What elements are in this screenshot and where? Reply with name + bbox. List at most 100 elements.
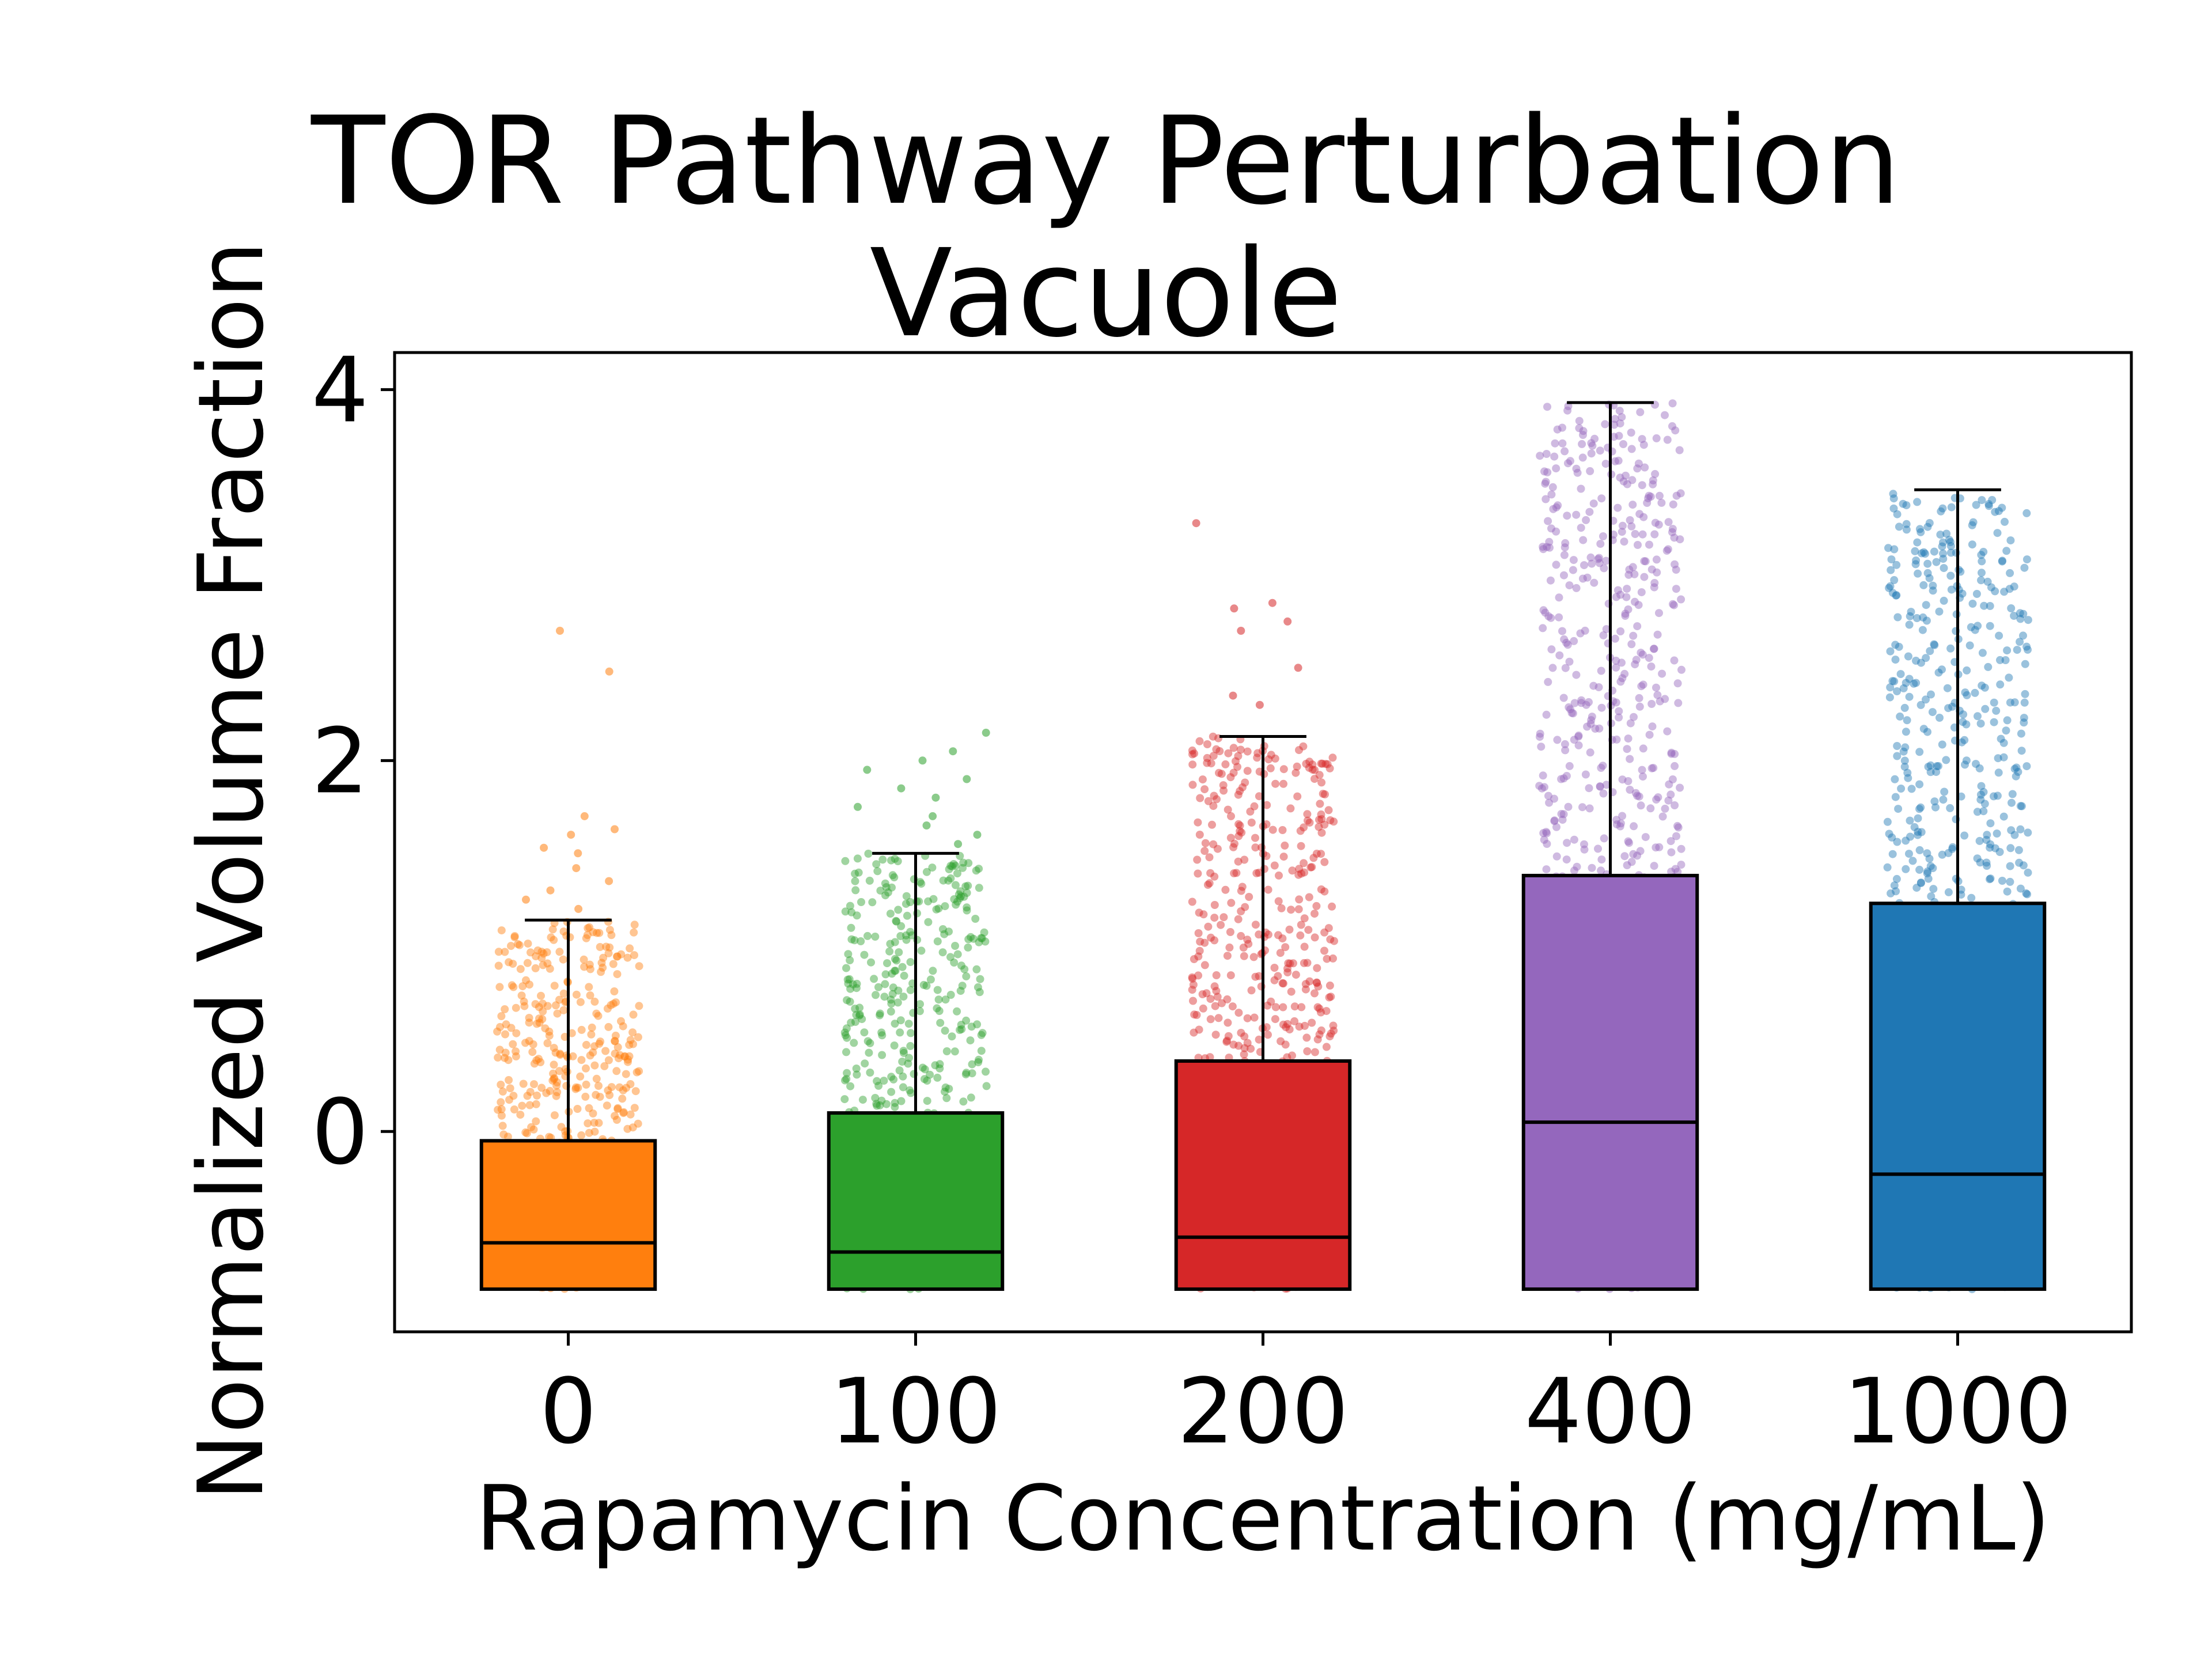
data-point — [517, 991, 526, 1000]
data-point — [590, 1061, 599, 1070]
data-point — [1547, 645, 1556, 654]
data-point — [559, 955, 567, 964]
data-point — [1891, 656, 1900, 664]
data-point — [1650, 862, 1658, 870]
data-point — [877, 1096, 886, 1105]
data-point — [978, 934, 986, 942]
data-point — [1639, 772, 1647, 781]
data-point — [1548, 483, 1557, 491]
data-point — [1313, 964, 1321, 972]
data-point — [1893, 742, 1902, 750]
data-point — [1267, 751, 1275, 759]
data-point — [1612, 816, 1621, 824]
data-point — [1635, 792, 1643, 801]
data-point — [1317, 850, 1325, 858]
data-point — [516, 1111, 525, 1119]
data-point — [938, 948, 947, 957]
data-point — [1647, 565, 1656, 574]
data-point — [1221, 885, 1230, 894]
data-point — [950, 895, 959, 903]
x-tick-label: 1000 — [1843, 1359, 2072, 1464]
data-point — [1550, 817, 1559, 825]
data-point — [516, 965, 525, 974]
data-point — [1611, 415, 1619, 423]
data-point — [886, 910, 895, 918]
data-point — [1229, 768, 1238, 777]
data-point — [1557, 810, 1566, 818]
data-point — [2010, 764, 2019, 773]
data-point — [1664, 796, 1673, 805]
data-point — [1579, 431, 1587, 439]
data-point — [1930, 640, 1938, 649]
data-point — [1885, 693, 1894, 702]
data-point — [635, 962, 643, 971]
data-point — [551, 1048, 560, 1057]
data-point — [577, 1131, 586, 1139]
data-point — [611, 1031, 620, 1040]
data-point — [1971, 688, 1979, 697]
data-point — [1539, 606, 1548, 615]
data-point — [1251, 972, 1260, 981]
data-point — [1886, 582, 1895, 590]
data-point — [1641, 557, 1650, 566]
data-point — [1317, 828, 1326, 837]
data-point — [929, 895, 938, 903]
data-point — [1330, 1027, 1338, 1035]
data-point — [957, 1025, 966, 1033]
data-point — [1190, 749, 1199, 758]
data-point — [864, 850, 873, 858]
data-point — [1677, 595, 1685, 604]
data-point — [963, 903, 971, 912]
data-point — [1594, 844, 1602, 853]
data-point — [1905, 675, 1914, 683]
data-point — [1650, 645, 1658, 653]
data-point — [1915, 748, 1924, 756]
data-point — [588, 1023, 596, 1032]
data-point — [1215, 768, 1223, 777]
data-point — [1323, 760, 1332, 768]
data-point — [1279, 853, 1288, 861]
data-point — [1666, 837, 1675, 846]
data-point — [1277, 1037, 1285, 1046]
data-point — [1926, 768, 1935, 777]
data-point — [1195, 946, 1204, 955]
data-point — [1215, 747, 1224, 755]
data-point — [924, 897, 933, 906]
data-point — [537, 1084, 546, 1092]
data-point — [1991, 844, 1999, 853]
data-point — [509, 983, 518, 991]
data-point — [1630, 570, 1639, 578]
data-point — [891, 1020, 899, 1028]
data-point — [1932, 768, 1941, 777]
data-point — [1977, 551, 1986, 559]
data-point — [1203, 759, 1211, 767]
data-point — [1914, 569, 1922, 578]
data-point — [559, 1006, 568, 1014]
data-point — [1297, 869, 1306, 878]
data-point — [852, 1065, 861, 1073]
data-point — [1676, 783, 1684, 792]
data-point — [1639, 513, 1648, 521]
outlier-point — [1268, 599, 1277, 607]
data-point — [1983, 831, 1991, 839]
data-point — [1899, 684, 1908, 692]
data-point — [1670, 656, 1679, 665]
data-point — [1621, 609, 1630, 618]
data-point — [1646, 804, 1655, 813]
data-point — [2021, 690, 2029, 698]
data-point — [1902, 520, 1911, 528]
data-point — [537, 948, 546, 956]
data-point — [842, 964, 850, 972]
data-point — [1591, 725, 1600, 733]
data-point — [1616, 419, 1624, 428]
data-point — [1247, 819, 1256, 827]
data-point — [1552, 527, 1560, 536]
data-point — [1903, 716, 1911, 725]
data-point — [546, 964, 554, 973]
data-point — [1911, 547, 1919, 555]
data-point — [1237, 1029, 1245, 1037]
data-point — [1328, 753, 1337, 762]
data-point — [1217, 921, 1225, 929]
data-point — [1227, 812, 1235, 820]
